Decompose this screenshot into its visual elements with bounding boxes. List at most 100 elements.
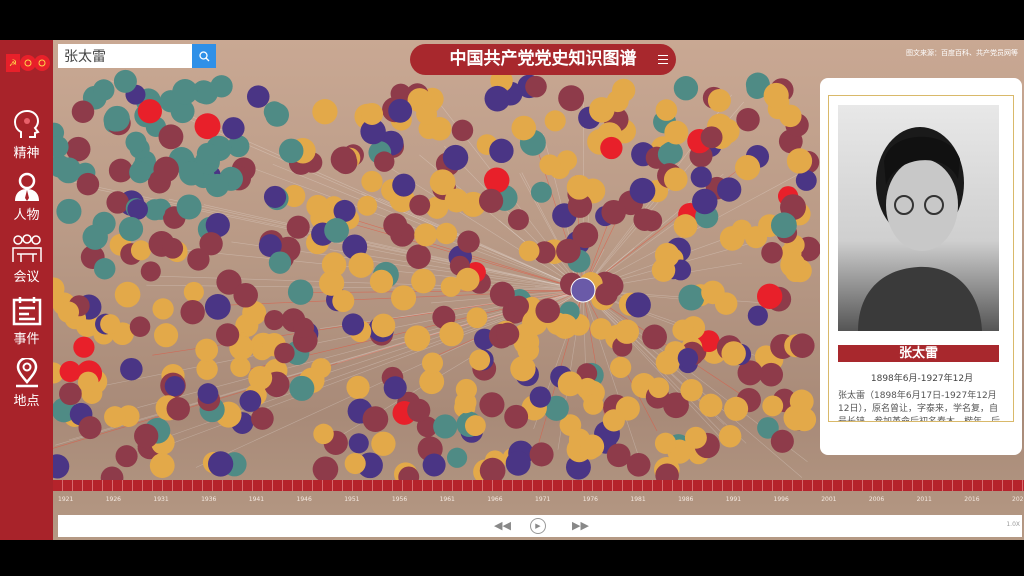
graph-node[interactable] — [583, 394, 604, 415]
graph-node[interactable] — [318, 270, 345, 296]
graph-node[interactable] — [707, 89, 731, 113]
graph-node[interactable] — [391, 285, 417, 311]
graph-node[interactable] — [153, 323, 179, 348]
graph-node[interactable] — [78, 416, 102, 440]
graph-node[interactable] — [53, 277, 65, 301]
graph-node[interactable] — [283, 184, 306, 208]
graph-node[interactable] — [414, 223, 438, 247]
graph-node[interactable] — [466, 307, 488, 329]
graph-node[interactable] — [57, 301, 80, 323]
graph-node[interactable] — [456, 267, 480, 292]
graph-node[interactable] — [180, 299, 205, 325]
graph-node[interactable] — [602, 409, 625, 432]
graph-node[interactable] — [625, 292, 651, 318]
graph-node[interactable] — [407, 398, 431, 422]
graph-node[interactable] — [125, 131, 147, 153]
sidebar-item-person[interactable]: 人物 — [0, 172, 53, 223]
graph-node[interactable] — [496, 322, 520, 346]
graph-node[interactable] — [747, 305, 768, 326]
graph-node[interactable] — [312, 456, 339, 483]
graph-node[interactable] — [633, 208, 656, 231]
graph-node[interactable] — [792, 407, 817, 432]
graph-node[interactable] — [333, 199, 356, 223]
graph-node[interactable] — [701, 280, 725, 305]
graph-node[interactable] — [144, 199, 166, 221]
graph-node[interactable] — [734, 155, 761, 181]
graph-node[interactable] — [525, 75, 547, 98]
graph-node[interactable] — [762, 395, 784, 417]
graph-node[interactable] — [158, 124, 184, 150]
graph-node[interactable] — [590, 318, 612, 340]
graph-node[interactable] — [435, 222, 458, 245]
graph-node[interactable] — [779, 104, 802, 128]
graph-node[interactable] — [104, 406, 126, 428]
graph-node[interactable] — [293, 317, 315, 339]
graph-node[interactable] — [409, 194, 431, 216]
graph-node[interactable] — [286, 215, 310, 239]
graph-node[interactable] — [606, 443, 631, 468]
graph-node[interactable] — [529, 386, 551, 408]
graph-node[interactable] — [444, 188, 469, 213]
graph-node[interactable] — [216, 269, 242, 295]
graph-node[interactable] — [100, 314, 121, 335]
graph-node[interactable] — [164, 376, 185, 397]
graph-node[interactable] — [559, 414, 582, 436]
graph-node[interactable] — [690, 166, 712, 188]
graph-node[interactable] — [757, 417, 779, 439]
graph-node[interactable] — [504, 404, 529, 429]
graph-node[interactable] — [264, 309, 285, 331]
graph-node[interactable] — [153, 156, 179, 183]
graph-node[interactable] — [77, 371, 99, 393]
sidebar-item-event[interactable]: 事件 — [0, 296, 53, 347]
graph-node[interactable] — [113, 69, 137, 93]
graph-node[interactable] — [629, 177, 656, 204]
graph-node[interactable] — [544, 110, 566, 132]
graph-node[interactable] — [664, 120, 689, 145]
graph-node[interactable] — [454, 391, 477, 414]
graph-node[interactable] — [93, 79, 115, 101]
graph-node[interactable] — [196, 142, 219, 165]
graph-node[interactable] — [422, 453, 446, 477]
speed-control[interactable]: 1.0X — [1006, 521, 1020, 528]
graph-node[interactable] — [648, 377, 670, 399]
graph-node[interactable] — [251, 407, 274, 430]
graph-node[interactable] — [572, 222, 599, 249]
knowledge-graph[interactable] — [53, 40, 1024, 540]
graph-node[interactable] — [507, 209, 529, 231]
graph-node[interactable] — [187, 248, 210, 271]
graph-node[interactable] — [53, 454, 70, 479]
graph-node[interactable] — [120, 357, 143, 381]
graph-node[interactable] — [510, 356, 536, 382]
graph-node[interactable] — [195, 338, 219, 362]
graph-node[interactable] — [451, 119, 474, 142]
graph-node[interactable] — [464, 415, 486, 437]
graph-node[interactable] — [416, 416, 438, 438]
graph-node[interactable] — [642, 324, 667, 350]
graph-node[interactable] — [176, 194, 202, 220]
graph-node[interactable] — [673, 76, 699, 101]
graph-node[interactable] — [595, 282, 618, 306]
graph-node[interactable] — [172, 79, 198, 105]
graph-node[interactable] — [341, 313, 365, 336]
graph-node[interactable] — [697, 330, 720, 353]
graph-node[interactable] — [59, 360, 81, 383]
graph-node[interactable] — [651, 258, 676, 282]
graph-node[interactable] — [183, 281, 204, 303]
graph-node[interactable] — [330, 146, 357, 173]
graph-node[interactable] — [795, 170, 817, 191]
graph-node[interactable] — [484, 85, 511, 112]
graph-node[interactable] — [483, 167, 510, 194]
graph-node[interactable] — [601, 199, 626, 225]
graph-node[interactable] — [324, 218, 349, 243]
graph-node[interactable] — [433, 414, 458, 439]
graph-node[interactable] — [761, 241, 783, 264]
graph-node[interactable] — [194, 113, 221, 140]
graph-node[interactable] — [82, 224, 108, 250]
graph-node[interactable] — [369, 269, 394, 294]
graph-node[interactable] — [248, 365, 273, 390]
graph-node[interactable] — [746, 77, 768, 99]
graph-node[interactable] — [672, 319, 694, 341]
graph-node[interactable] — [357, 195, 378, 216]
graph-node[interactable] — [511, 115, 537, 141]
graph-node[interactable] — [770, 429, 794, 453]
